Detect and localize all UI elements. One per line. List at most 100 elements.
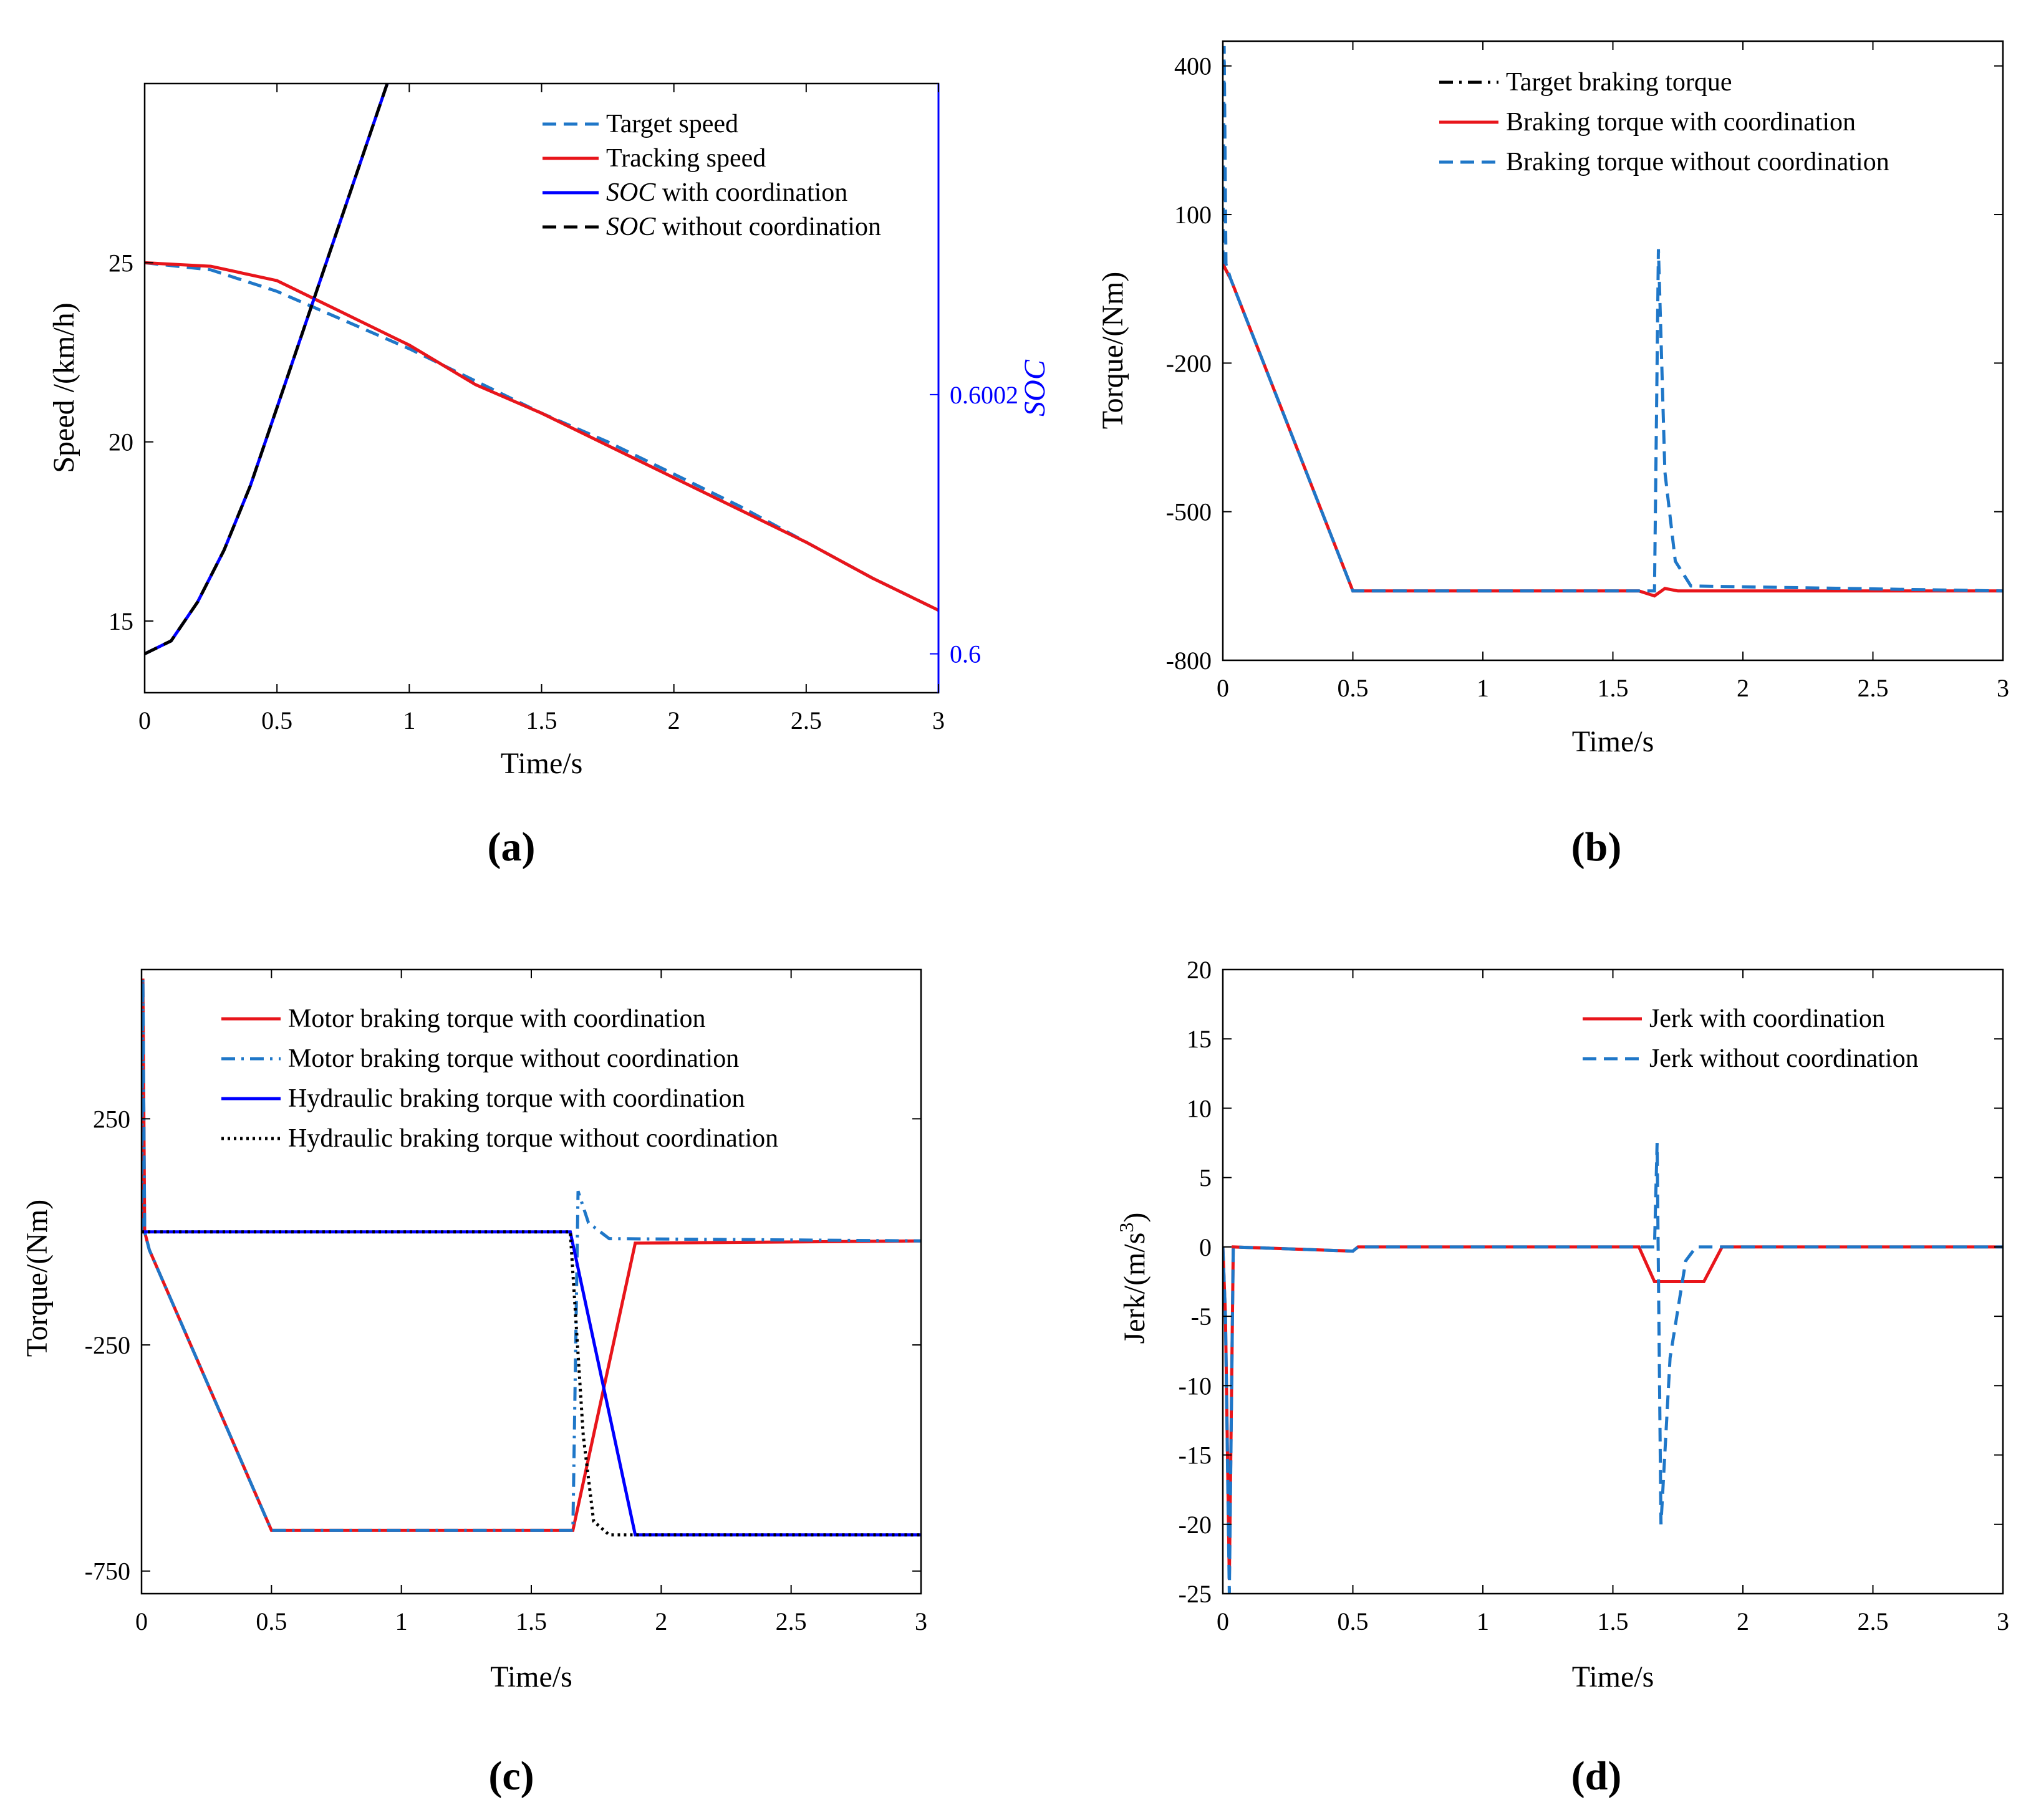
x-tick-label: 0 bbox=[138, 706, 151, 734]
series-line-3 bbox=[145, 84, 389, 655]
x-tick-label: 2.5 bbox=[1858, 674, 1889, 702]
x-tick-label: 0.5 bbox=[1338, 1607, 1369, 1635]
series-group bbox=[145, 84, 938, 655]
series-line-2 bbox=[1223, 263, 2003, 598]
x-tick-label: 2.5 bbox=[791, 706, 822, 734]
y-tick-label: 25 bbox=[109, 249, 133, 277]
panel-label: (b) bbox=[1571, 824, 1622, 870]
y-tick-label: 400 bbox=[1174, 52, 1212, 80]
y2-axis-label: SOC bbox=[1018, 359, 1051, 416]
series-line-3 bbox=[142, 1230, 921, 1537]
x-tick-label: 0.5 bbox=[1338, 674, 1369, 702]
legend: Motor braking torque with coordination Mo… bbox=[221, 1004, 778, 1153]
y-tick-label: -750 bbox=[85, 1558, 130, 1586]
x-tick-label: 2.5 bbox=[776, 1607, 807, 1635]
x-tick-label: 1 bbox=[1477, 674, 1489, 702]
legend-label-2: Tracking speed bbox=[606, 144, 766, 173]
y2-tick-label: 0.6002 bbox=[950, 381, 1018, 409]
x-tick-label: 0 bbox=[1217, 674, 1229, 702]
x-axis-label: Time/s bbox=[501, 747, 583, 780]
series-line-1 bbox=[1223, 1245, 2003, 1580]
x-tick-label: 1.5 bbox=[1598, 674, 1629, 702]
x-tick-label: 1.5 bbox=[526, 706, 557, 734]
legend-label-1: Target speed bbox=[606, 110, 738, 138]
x-tick-label: 3 bbox=[1997, 1607, 2009, 1635]
y-tick-label: 15 bbox=[1187, 1025, 1212, 1053]
series-line-2 bbox=[142, 978, 921, 1532]
legend-label-2: Braking torque with coordination bbox=[1506, 108, 1856, 137]
y-tick-label: -500 bbox=[1166, 498, 1212, 526]
panel-label: (a) bbox=[488, 824, 536, 870]
chart-panel-3: 0 0.5 1 1.5 2 2.5 3 -750 -250 250 Time/s Torque/(Nm… bbox=[21, 968, 927, 1799]
series-line-4 bbox=[142, 1230, 921, 1537]
y-tick-label: 10 bbox=[1187, 1094, 1212, 1122]
legend-label-3: Braking torque without coordination bbox=[1506, 148, 1889, 176]
chart-panel-4: 0 0.5 1 1.5 2 2.5 3 -25 -20 -15 -10 -5 0 5 10 15 20 Time/… bbox=[1115, 956, 2009, 1799]
legend-label-3: SOC with coordination bbox=[606, 178, 847, 207]
y-tick-label: 250 bbox=[93, 1105, 130, 1133]
x-tick-label: 0.5 bbox=[261, 706, 292, 734]
x-tick-label: 1 bbox=[403, 706, 415, 734]
series-line-2 bbox=[1223, 1143, 2003, 1594]
y-tick-label: -10 bbox=[1179, 1372, 1212, 1400]
y-tick-label: -800 bbox=[1166, 647, 1212, 675]
x-tick-label: 2 bbox=[655, 1607, 667, 1635]
x-axis-label: Time/s bbox=[490, 1660, 572, 1693]
series-group bbox=[142, 978, 921, 1537]
series-group bbox=[1223, 1143, 2003, 1594]
y-tick-label: 20 bbox=[109, 428, 133, 456]
x-tick-label: 0.5 bbox=[256, 1607, 287, 1635]
y-tick-label: 5 bbox=[1199, 1164, 1212, 1192]
x-tick-label: 3 bbox=[1997, 674, 2009, 702]
x-tick-label: 0 bbox=[135, 1607, 148, 1635]
chart-panel-2: 0 0.5 1 1.5 2 2.5 3 -800 -500 -200 100 400 Time/s Tor… bbox=[1096, 40, 2009, 870]
plot-frame bbox=[143, 82, 940, 694]
x-tick-label: 2.5 bbox=[1858, 1607, 1889, 1635]
y-tick-label: -20 bbox=[1179, 1511, 1212, 1539]
x-tick-label: 1.5 bbox=[1598, 1607, 1629, 1635]
x-axis-label: Time/s bbox=[1572, 1660, 1654, 1693]
y-axis-label: Jerk/(m/s3) bbox=[1115, 1213, 1151, 1344]
y-tick-label: -15 bbox=[1179, 1442, 1212, 1470]
y2-tick-label: 0.6 bbox=[950, 640, 981, 668]
legend-label-2: Jerk without coordination bbox=[1649, 1044, 1919, 1073]
y-tick-label: -200 bbox=[1166, 349, 1212, 377]
legend-label-2: Motor braking torque without coordinatio… bbox=[288, 1044, 739, 1073]
y-tick-label: 100 bbox=[1174, 201, 1212, 229]
x-tick-label: 3 bbox=[932, 706, 945, 734]
legend: Jerk with coordination Jerk without coord… bbox=[1583, 1004, 1919, 1073]
panel-label: (d) bbox=[1571, 1753, 1622, 1799]
series-line-2 bbox=[145, 261, 938, 612]
series-line-3 bbox=[1223, 46, 2003, 593]
y-tick-label: 20 bbox=[1187, 956, 1212, 984]
x-tick-label: 2 bbox=[1737, 1607, 1749, 1635]
series-line-4 bbox=[145, 84, 389, 655]
y-axis-label: Speed /(km/h) bbox=[47, 302, 80, 473]
legend-label-4: SOC without coordination bbox=[606, 213, 881, 241]
y-tick-label: -25 bbox=[1179, 1580, 1212, 1608]
x-tick-label: 1 bbox=[395, 1607, 408, 1635]
y-tick-label: 15 bbox=[109, 607, 133, 635]
y-tick-label: -5 bbox=[1191, 1302, 1212, 1331]
legend-label-1: Motor braking torque with coordination bbox=[288, 1004, 706, 1033]
series-group bbox=[1223, 46, 2003, 598]
x-tick-label: 1 bbox=[1477, 1607, 1489, 1635]
legend: Target speed Tracking speed SOC with coord… bbox=[543, 110, 881, 241]
y-tick-label: -250 bbox=[85, 1331, 130, 1359]
legend: Target braking torque Braking torque with… bbox=[1439, 68, 1889, 176]
chart-panel-1: 0 0.5 1 1.5 2 2.5 3 15 20 25 0.6 0.6002 SOC Time/s Spe… bbox=[47, 82, 1051, 870]
x-tick-label: 3 bbox=[915, 1607, 927, 1635]
series-line-1 bbox=[145, 261, 938, 612]
panel-label: (c) bbox=[488, 1753, 534, 1799]
x-tick-label: 1.5 bbox=[516, 1607, 547, 1635]
x-tick-label: 2 bbox=[1737, 674, 1749, 702]
legend-label-3: Hydraulic braking torque with coordinati… bbox=[288, 1084, 745, 1113]
x-tick-label: 0 bbox=[1217, 1607, 1229, 1635]
x-tick-label: 2 bbox=[668, 706, 680, 734]
y-axis-label: Torque/(Nm) bbox=[21, 1200, 54, 1357]
legend-label-4: Hydraulic braking torque without coordin… bbox=[288, 1124, 778, 1153]
legend-label-1: Target braking torque bbox=[1506, 68, 1732, 97]
y-tick-label: 0 bbox=[1199, 1233, 1212, 1261]
legend-label-1: Jerk with coordination bbox=[1649, 1004, 1885, 1033]
x-axis-label: Time/s bbox=[1572, 725, 1654, 758]
